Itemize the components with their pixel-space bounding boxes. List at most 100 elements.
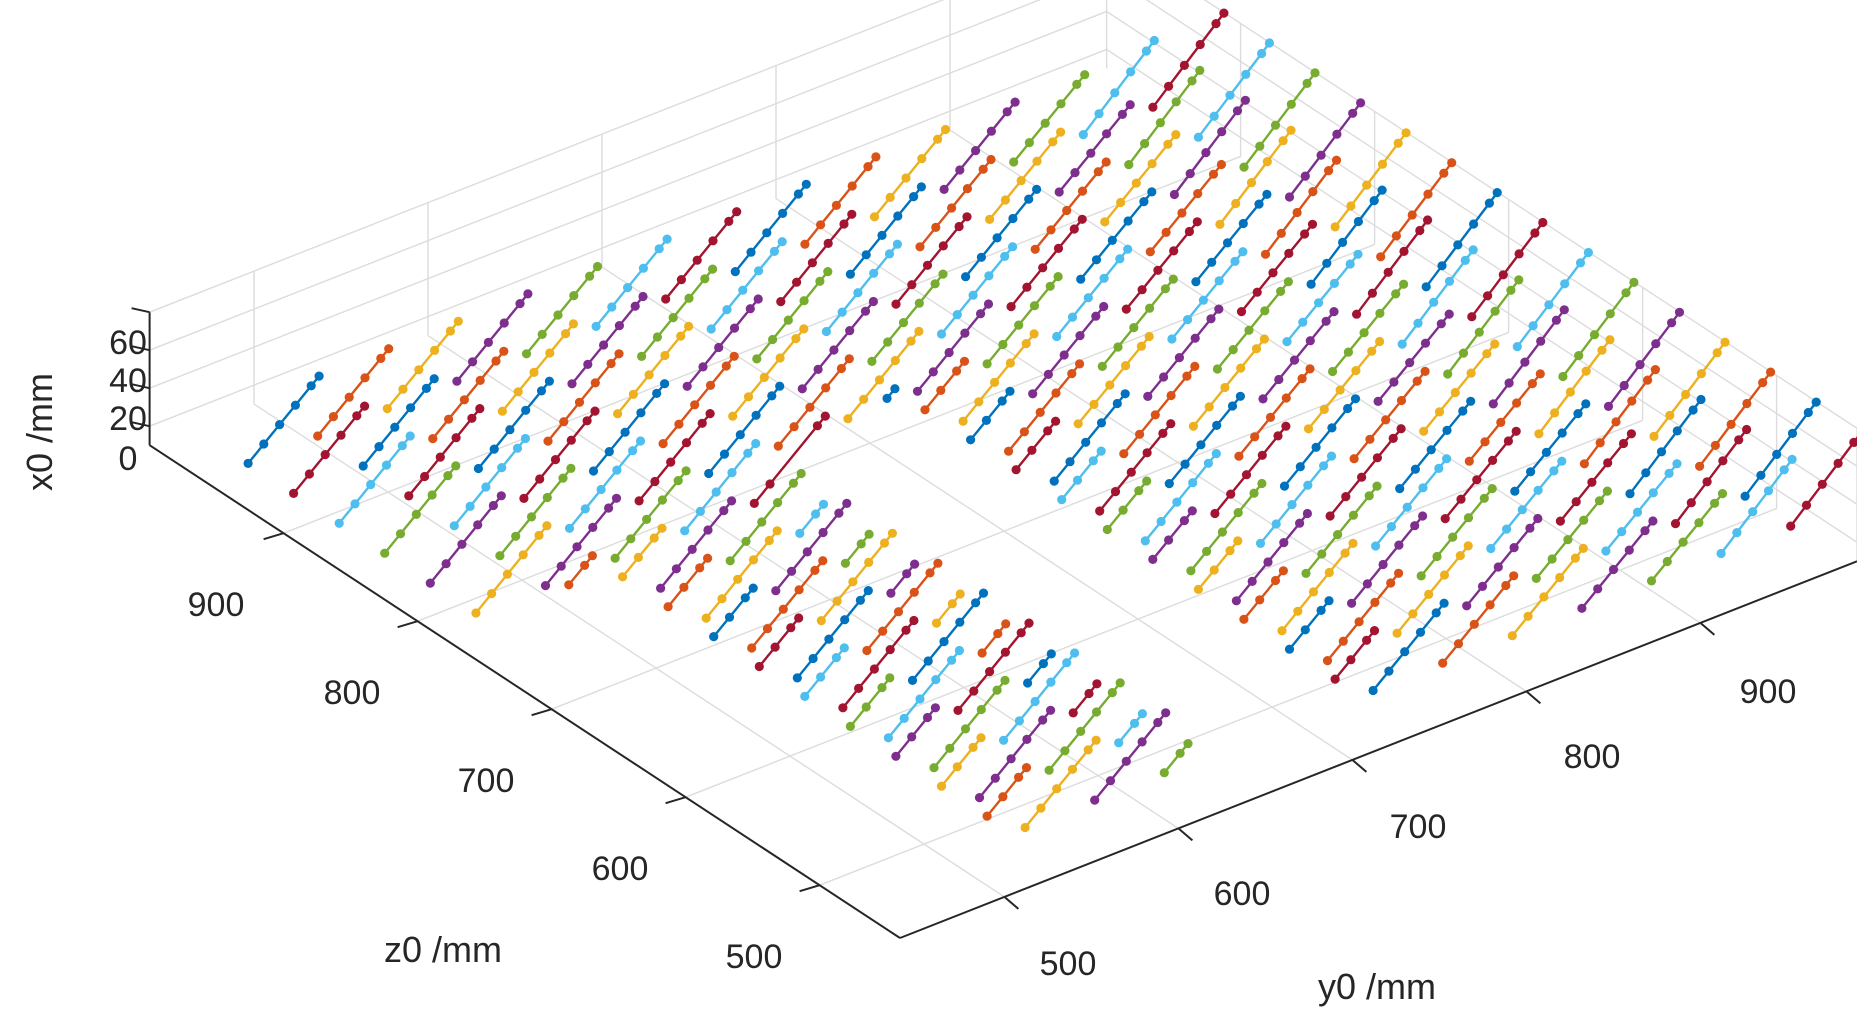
data-point (626, 534, 636, 544)
data-point (521, 349, 532, 359)
data-point (1413, 318, 1423, 328)
data-point (788, 478, 799, 488)
data-point (1187, 76, 1197, 86)
data-point (604, 447, 614, 457)
series-line (455, 293, 529, 382)
data-point (606, 358, 616, 369)
data-point (746, 247, 756, 257)
data-point (545, 348, 555, 358)
data-point (352, 411, 362, 421)
data-point (1534, 429, 1544, 439)
data-point (687, 544, 697, 555)
data-point (786, 623, 796, 633)
data-point (1512, 342, 1522, 352)
data-point (1329, 278, 1339, 288)
series-line (1377, 313, 1451, 403)
data-point (457, 539, 467, 549)
data-point (1092, 679, 1102, 689)
data-point (922, 712, 933, 723)
data-point (1314, 298, 1324, 308)
data-point (984, 271, 994, 281)
data-point (703, 525, 713, 535)
data-point (650, 476, 660, 487)
data-point (914, 298, 924, 308)
data-point (1188, 421, 1198, 431)
series-line (943, 101, 1017, 191)
data-point (1353, 216, 1363, 227)
data-point (915, 242, 925, 252)
data-point (1022, 282, 1032, 292)
data-point (1493, 562, 1503, 572)
data-point (358, 461, 368, 471)
data-point (1504, 378, 1514, 388)
data-point (1338, 636, 1348, 646)
data-point (1335, 385, 1345, 395)
data-point (844, 354, 854, 364)
data-point (1328, 366, 1338, 377)
data-point (574, 397, 585, 407)
data-point (1183, 315, 1193, 325)
data-point (1193, 189, 1203, 199)
data-point (1407, 210, 1417, 220)
data-point (1672, 426, 1682, 436)
data-point (910, 559, 920, 569)
data-point (290, 400, 300, 410)
data-point (1072, 79, 1082, 89)
x0-tick (131, 383, 150, 390)
z0-tick (263, 532, 284, 541)
series-line (1489, 460, 1563, 550)
data-point (467, 413, 477, 423)
data-point (962, 212, 972, 222)
data-point (1184, 226, 1194, 237)
data-point (1029, 329, 1039, 339)
data-point (1434, 407, 1445, 417)
data-point (630, 301, 640, 311)
data-point (444, 414, 454, 424)
data-point (658, 439, 668, 449)
series-line (1146, 308, 1220, 398)
data-point (834, 508, 844, 518)
data-point (1044, 765, 1054, 775)
data-point (954, 645, 965, 656)
data-point (845, 269, 856, 279)
data-point (1503, 436, 1513, 446)
data-point (1117, 109, 1127, 119)
data-point (1811, 397, 1821, 407)
series-line (962, 333, 1036, 422)
data-point (566, 463, 576, 473)
data-point (1301, 568, 1311, 579)
data-point (837, 307, 847, 317)
data-point (1308, 187, 1318, 197)
data-point (1211, 449, 1221, 459)
data-point (869, 212, 880, 222)
data-point (1228, 345, 1238, 355)
data-point (1043, 369, 1053, 379)
data-point (1514, 249, 1524, 259)
series-line (1353, 370, 1427, 460)
z0-tick-labels: 500 600 700 800 900 (188, 586, 783, 976)
series-line (1629, 398, 1702, 495)
data-point (885, 673, 895, 683)
data-point (1236, 307, 1247, 317)
data-point (1710, 498, 1720, 508)
data-point (682, 381, 692, 391)
data-point (1258, 394, 1268, 404)
data-point (816, 220, 826, 230)
data-point (1126, 67, 1136, 77)
data-point (936, 385, 946, 395)
data-point (612, 465, 622, 475)
data-point (1466, 368, 1476, 378)
data-point (1410, 464, 1420, 474)
data-point (320, 450, 330, 460)
data-point (1362, 180, 1372, 190)
data-point (1595, 438, 1605, 448)
data-point (732, 207, 742, 217)
data-point (1032, 156, 1042, 166)
y-tick-label: 600 (1214, 875, 1271, 913)
data-point (1247, 576, 1257, 587)
series-line (1144, 452, 1218, 542)
data-point (990, 377, 1000, 387)
data-point (717, 594, 727, 604)
series-line (453, 437, 527, 527)
data-point (860, 306, 871, 316)
